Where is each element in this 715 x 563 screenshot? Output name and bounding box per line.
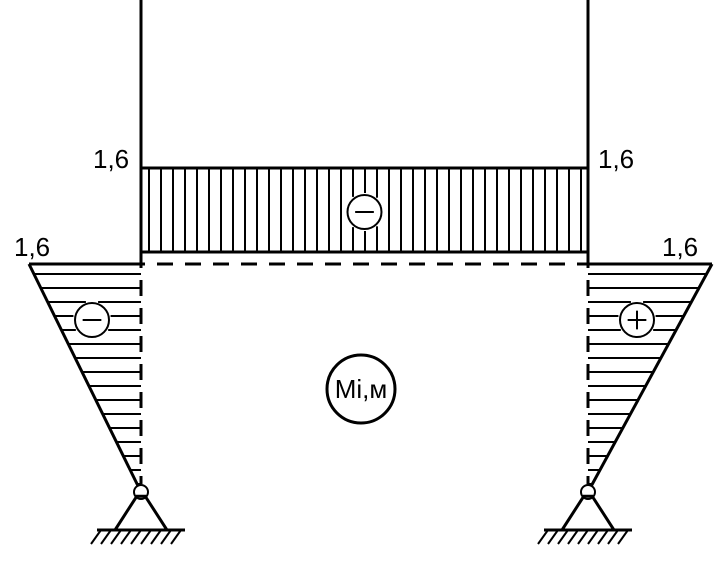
value-top-right: 1,6 bbox=[598, 144, 634, 175]
value-mid-right: 1,6 bbox=[662, 232, 698, 263]
svg-text:Mi,м: Mi,м bbox=[335, 374, 388, 404]
value-mid-left: 1,6 bbox=[14, 232, 50, 263]
value-top-left: 1,6 bbox=[93, 144, 129, 175]
moment-diagram: Mi,м bbox=[0, 0, 715, 563]
